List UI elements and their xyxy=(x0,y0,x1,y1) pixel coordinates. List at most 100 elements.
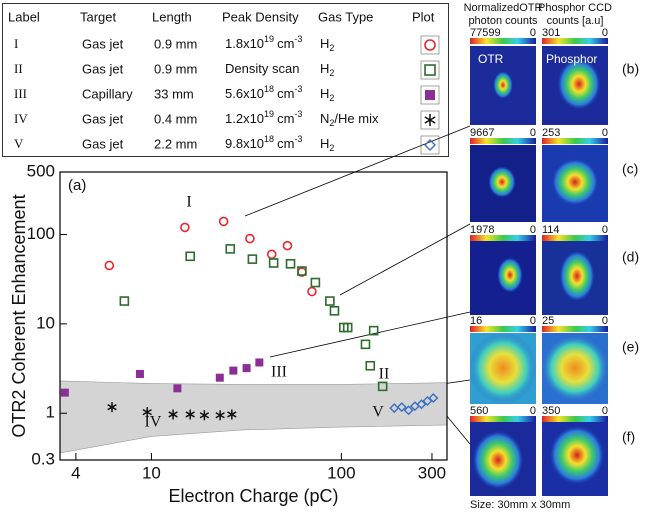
density-exp: 18 xyxy=(264,84,274,94)
row-target: Capillary xyxy=(82,86,133,101)
marker-circle xyxy=(246,235,254,243)
row-density: Density scan xyxy=(225,61,299,76)
series-label: V xyxy=(372,404,384,421)
gas-sub: 2 xyxy=(329,68,334,78)
colorbar-min: 0 xyxy=(602,224,608,236)
table-header: Gas Type xyxy=(318,9,373,24)
table-header: Label xyxy=(8,9,40,24)
marker-square xyxy=(270,259,278,267)
row-gas: N2/He mix xyxy=(320,111,379,128)
panel-header: NormalizedOTR xyxy=(464,2,543,14)
colorbar xyxy=(470,38,536,44)
y-tick-label: 10 xyxy=(36,313,55,332)
x-tick-label: 10 xyxy=(142,463,161,482)
density-unit: cm xyxy=(277,36,294,51)
legend-icon-box xyxy=(421,136,439,154)
marker-square xyxy=(287,260,295,268)
marker-filled-square xyxy=(216,374,224,382)
marker-filled-square xyxy=(136,370,144,378)
table-header: Target xyxy=(80,9,117,24)
panel-letter: (c) xyxy=(622,161,638,177)
density-base: 5.6x10 xyxy=(225,86,264,101)
colorbar-max: 301 xyxy=(542,27,560,39)
y-tick-label: 100 xyxy=(27,224,55,243)
marker-filled-square xyxy=(255,358,263,366)
row-density: 1.2x1019cm-3 xyxy=(225,109,302,126)
colorbar-min: 0 xyxy=(530,405,536,417)
density-base: 1.2x10 xyxy=(225,111,264,126)
density-unit-exp: -3 xyxy=(294,134,302,144)
image-blob xyxy=(472,430,524,490)
colorbar-max: 16 xyxy=(470,315,482,327)
image-blob xyxy=(549,425,605,485)
row-length: 0.9 mm xyxy=(154,36,197,51)
row-gas: H2 xyxy=(320,86,334,103)
marker-circle xyxy=(181,223,189,231)
row-density: 5.6x1018cm-3 xyxy=(225,84,302,101)
marker-circle xyxy=(220,217,228,225)
x-axis-label: Electron Charge (pC) xyxy=(168,486,338,506)
image-blob xyxy=(469,332,537,404)
colorbar xyxy=(542,138,608,144)
gas-sub: 2 xyxy=(329,43,334,53)
gas-rest: /He mix xyxy=(334,111,379,126)
marker-square xyxy=(326,297,334,305)
x-tick-label: 4 xyxy=(71,463,80,482)
marker-circle xyxy=(283,242,291,250)
table-header: Peak Density xyxy=(222,9,299,24)
marker-square xyxy=(248,255,256,263)
x-tick-label: 100 xyxy=(327,463,355,482)
row-label: V xyxy=(14,136,24,151)
colorbar-max: 114 xyxy=(542,224,560,236)
legend-icon xyxy=(425,90,435,100)
panel-header: photon counts xyxy=(468,15,538,27)
image-blob xyxy=(497,257,523,293)
colorbar-max: 9667 xyxy=(470,127,494,139)
marker-square xyxy=(186,252,194,260)
legend-icon xyxy=(425,40,435,50)
x-tick-label: 300 xyxy=(418,463,446,482)
legend-icon-box xyxy=(421,61,439,79)
density-unit-exp: -3 xyxy=(294,109,302,119)
row-length: 2.2 mm xyxy=(154,136,197,151)
panel-label: (a) xyxy=(68,177,86,194)
marker-square xyxy=(366,362,374,370)
colorbar xyxy=(470,235,536,241)
gas-sub: 2 xyxy=(329,93,334,103)
panel-letter: (b) xyxy=(622,61,639,77)
colorbar xyxy=(542,235,608,241)
row-target: Gas jet xyxy=(82,36,124,51)
panel-letter: (e) xyxy=(622,339,639,355)
density-exp: 19 xyxy=(264,34,274,44)
marker-square xyxy=(311,279,319,287)
colorbar-max: 253 xyxy=(542,127,560,139)
image-blob xyxy=(493,71,513,99)
marker-filled-square xyxy=(243,364,251,372)
row-length: 33 mm xyxy=(154,86,194,101)
callout-line xyxy=(340,224,470,295)
image-blob xyxy=(551,158,599,206)
colorbar xyxy=(542,38,608,44)
density-base: 9.8x10 xyxy=(225,136,264,151)
density-unit: cm xyxy=(277,86,294,101)
y-axis-label: OTR2 Coherent Enhancement xyxy=(9,194,29,437)
density-unit: cm xyxy=(277,111,294,126)
colorbar-min: 0 xyxy=(602,405,608,417)
density-base: 1.8x10 xyxy=(225,36,264,51)
colorbar-max: 77599 xyxy=(470,27,501,39)
y-tick-label: 0.3 xyxy=(31,449,55,468)
density-exp: 18 xyxy=(264,134,274,144)
colorbar-max: 1978 xyxy=(470,224,494,236)
density-unit: cm xyxy=(277,136,294,151)
colorbar-min: 0 xyxy=(530,127,536,139)
legend-icon xyxy=(425,65,435,75)
row-gas: H2 xyxy=(320,136,334,153)
gas-base: H xyxy=(320,61,329,76)
density-exp: 19 xyxy=(264,109,274,119)
series-label: IV xyxy=(145,414,162,431)
marker-circle xyxy=(105,261,113,269)
gas-base: N xyxy=(320,111,329,126)
gas-base: H xyxy=(320,136,329,151)
gas-base: H xyxy=(320,86,329,101)
